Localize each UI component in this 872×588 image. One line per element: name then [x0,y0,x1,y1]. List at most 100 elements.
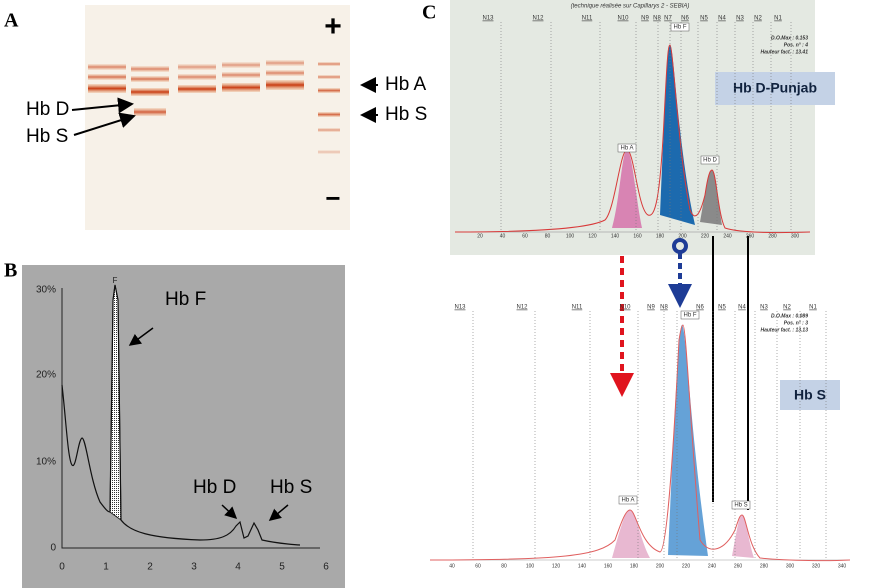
zone-label: N2 [783,305,791,311]
info-text: Hauteur fact. : 13.13 [760,327,808,333]
zone-label: N8 [653,16,661,22]
axis-label: 200 [656,563,665,569]
axis-label: 120 [552,563,561,569]
panel-label: C [422,2,436,24]
axes [61,288,320,549]
axis-label: 260 [734,563,743,569]
peak-label: Hb F [683,313,696,319]
x-tick-label: 2 [147,562,153,573]
y-tick-label: 20% [36,370,56,381]
y-tick-label: 0 [50,543,56,554]
arrow [128,327,154,346]
zone-label: N11 [582,16,593,22]
peak-label-box [617,143,637,153]
zone-label: N7 [664,16,672,22]
axis-label: 80 [545,233,551,239]
axis-label: 140 [611,233,620,239]
arrow [71,97,134,114]
zone-label: N13 [454,305,466,311]
densitometry-curve [61,284,301,546]
axis-label: 60 [522,233,528,239]
electropherogram [454,44,811,234]
axis-label: 180 [656,233,665,239]
axis-label: 340 [838,563,847,569]
axis-label: 120 [588,233,597,239]
zone-label: N9 [641,16,649,22]
axis-label: 40 [449,563,455,569]
minus-sign: − [325,183,340,213]
x-tick-label: 5 [279,562,285,573]
axis-label: 280 [760,563,769,569]
peak-label-box [731,500,751,510]
axis-label: 160 [633,233,642,239]
peak-label: Hb S [734,503,747,509]
axis-label: 100 [566,233,575,239]
x-tick-label: 0 [59,562,65,573]
axis-label: 300 [791,233,800,239]
zone-label: N10 [619,305,631,311]
axis-label: 60 [475,563,481,569]
axis-label: 40 [500,233,506,239]
axis-label: 280 [768,233,777,239]
gel-bands [88,60,340,154]
arrow [221,504,238,520]
peak-label-box [700,155,720,165]
axis-label: 180 [630,563,639,569]
arrow [73,112,136,136]
zone-label: N12 [532,16,544,22]
band-label: Hb S [385,104,427,125]
band-label: Hb D [26,99,69,120]
peak-label-box [670,22,690,32]
zone-label: N11 [572,305,583,311]
panel-label: A [4,10,19,32]
panel-label: B [4,260,17,282]
axis-label: 320 [812,563,821,569]
callout: Hb S [794,387,826,403]
zone-label: N1 [809,305,817,311]
zone-label: N13 [482,16,494,22]
band-label: Hb A [385,74,427,95]
axis-label: 100 [526,563,535,569]
axis-label: 240 [708,563,717,569]
zone-label: N4 [738,305,746,311]
zone-label: N2 [754,16,762,22]
trace-subtitle: (technique réalisée sur Capillarys 2 - S… [571,4,690,10]
info-text: Hauteur fact. : 13.41 [760,49,808,55]
x-tick-label: 4 [235,562,241,573]
axis-label: 220 [682,563,691,569]
axis-label: 200 [678,233,687,239]
axis-label: 240 [723,233,732,239]
zone-label: N9 [647,305,655,311]
zone-label: N5 [700,16,708,22]
plot-background [22,265,345,588]
axis-label: 20 [477,233,483,239]
info-text: Pos. n° : 3 [784,320,808,326]
blue-circle [672,238,688,254]
info-text: D.O.Max : 0.089 [771,313,808,319]
x-tick-label: 6 [323,562,329,573]
info-text: Pos. n° : 4 [784,42,808,48]
gel [85,5,350,230]
zone-label: N6 [696,305,704,311]
peak-fill [660,45,695,225]
zone-label: N5 [718,305,726,311]
zone-label: N3 [736,16,744,22]
y-tick-label: 10% [36,457,56,468]
axis-label: 300 [786,563,795,569]
peak-fill [732,515,754,558]
zone-label: N1 [774,16,782,22]
peak-label: Hb D [703,158,717,164]
zone-label: N12 [516,305,528,311]
zone-label: N10 [617,16,629,22]
zone-label: N8 [660,305,668,311]
peak-label: Hb S [270,477,312,498]
plus-sign: + [324,10,342,43]
peak-label: Hb A [621,498,634,504]
axis-label: 160 [604,563,613,569]
peak-label: Hb F [673,25,686,31]
peak-fill [612,510,650,558]
zone-label: N3 [760,305,768,311]
axis-label: 260 [746,233,755,239]
y-tick-label: 30% [36,285,56,296]
peak-fill [700,170,722,225]
